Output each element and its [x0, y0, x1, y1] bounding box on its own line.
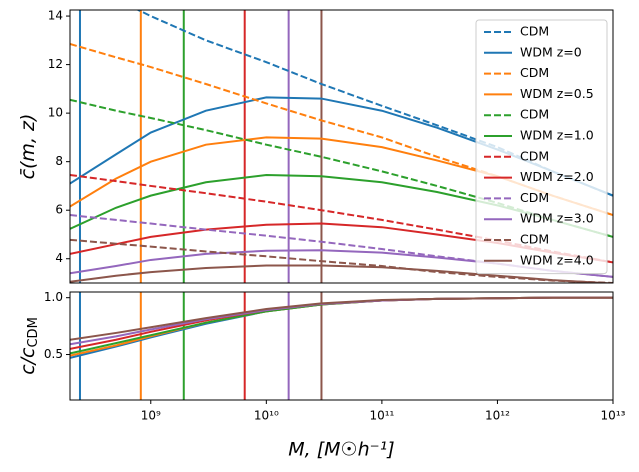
- y-tick-label: 4: [55, 251, 63, 265]
- x-tick-label: 10¹¹: [369, 409, 394, 423]
- legend-label: CDM: [520, 190, 549, 205]
- x-tick-label: 10¹²: [485, 409, 510, 423]
- y-axis-label-main: c/c: [17, 347, 39, 375]
- y-tick-label: 14: [48, 9, 63, 23]
- axes-frame: [69, 291, 614, 401]
- legend-label: CDM: [520, 24, 549, 39]
- series-line: [70, 238, 613, 283]
- x-tick-label: 10¹⁰: [254, 409, 279, 423]
- y-tick-label: 1.0: [44, 290, 63, 304]
- legend-label: WDM z=1.0: [520, 128, 594, 143]
- series-line: [70, 98, 613, 238]
- legend-label: WDM z=0.5: [520, 86, 594, 101]
- y-tick-label: 10: [48, 106, 63, 120]
- x-axis-label: M, [M☉h⁻¹]: [288, 439, 394, 461]
- y-axis-label-sub: CDM: [26, 317, 41, 347]
- legend-label: CDM: [520, 232, 549, 247]
- series-line: [70, 296, 613, 355]
- series-line: [70, 43, 613, 217]
- y-tick-label: 6: [55, 203, 63, 217]
- y-tick-label: 0.5: [44, 347, 63, 361]
- legend-label: WDM z=0: [520, 44, 582, 59]
- y-axis-label-main: c̄(m, z): [17, 114, 39, 180]
- plot-area: [70, 292, 613, 400]
- y-tick-label: 12: [48, 57, 63, 71]
- series-line: [70, 264, 613, 283]
- x-tick-label: 10¹³: [601, 409, 626, 423]
- legend-label: WDM z=4.0: [520, 252, 594, 267]
- y-axis-label: c/cCDM: [17, 317, 41, 375]
- legend-box: [475, 19, 608, 275]
- x-tick-label: 10⁹: [141, 409, 161, 423]
- axes-frame: [69, 9, 614, 284]
- y-tick-label: 8: [55, 154, 63, 168]
- series-line: [70, 214, 613, 278]
- legend-label: WDM z=2.0: [520, 169, 594, 184]
- legend-label: CDM: [520, 148, 549, 163]
- legend-label: WDM z=3.0: [520, 211, 594, 226]
- series-line: [70, 296, 613, 341]
- legend-label: CDM: [520, 107, 549, 122]
- y-axis-label: c̄(m, z): [17, 114, 39, 180]
- legend: CDM WDM z=0 CDM WDM z=0.5 CDM WDM z=1.0 CDM WDM…: [475, 19, 608, 275]
- legend-label: CDM: [520, 65, 549, 80]
- series-line: [70, 296, 613, 350]
